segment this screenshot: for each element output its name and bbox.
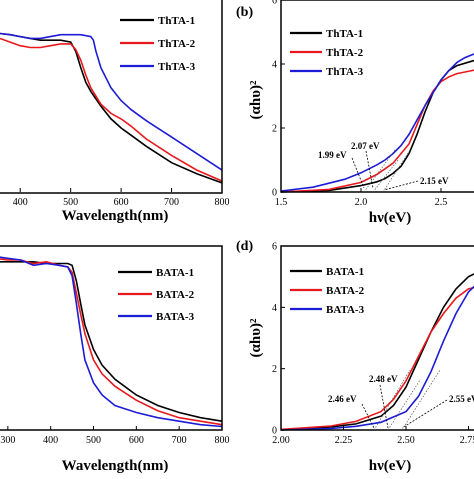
x-tick-label: 2.50 xyxy=(397,435,415,446)
tangent-line xyxy=(372,159,399,193)
y-tick-label: 2 xyxy=(272,364,277,375)
x-tick-label: 2.00 xyxy=(272,435,290,446)
x-tick-label: 1.5 xyxy=(275,197,288,208)
y-tick-label: 4 xyxy=(272,303,277,314)
x-tick-label: 400 xyxy=(43,435,58,446)
panel-a-frame xyxy=(0,0,223,194)
panel-d-legend: BATA-1 BATA-2 BATA-3 xyxy=(290,266,365,316)
annotation-arrow xyxy=(379,384,389,429)
x-tick-label: 600 xyxy=(129,435,144,446)
panel-b-series xyxy=(280,53,474,193)
panel-b-ylabel: (αhυ)² xyxy=(248,80,264,119)
panel-d-ylabel: (αhυ)² xyxy=(248,318,264,357)
panel-b-xlabel: hν(eV) xyxy=(369,210,412,226)
panel-d-label: (d) xyxy=(236,239,253,254)
annotation-arrow xyxy=(351,157,365,189)
x-tick-label: 2.5 xyxy=(435,197,448,208)
y-tick-label: 0 xyxy=(272,188,277,199)
panel-d-series xyxy=(280,273,474,431)
series-line-thta-1 xyxy=(280,59,474,193)
annotation-bata-gap: 2.55 eV xyxy=(449,394,474,404)
legend-label-thta-3: ThTA-3 xyxy=(158,61,196,73)
annotation-thta-gap: 2.15 eV xyxy=(420,176,449,186)
series-line-thta-2 xyxy=(280,69,474,193)
panel-d-frame xyxy=(280,245,474,431)
panel-c-series xyxy=(0,256,223,428)
x-tick-label: 500 xyxy=(86,435,101,446)
panel-c-legend: BATA-1 BATA-2 BATA-3 xyxy=(118,267,195,323)
panel-a-legend: ThTA-1 ThTA-2 ThTA-3 xyxy=(120,15,196,73)
panel-b-annotations: 1.99 eV 2.07 eV 2.15 eV xyxy=(318,141,449,193)
x-tick-label: 2.25 xyxy=(335,435,353,446)
series-line-bata-3 xyxy=(280,285,474,431)
x-tick-label: 2.75 xyxy=(460,435,474,446)
x-tick-label: 500 xyxy=(63,197,78,208)
legend-label-bata-2: BATA-2 xyxy=(156,289,195,301)
annotation-thta-gap: 2.07 eV xyxy=(351,141,380,151)
legend-label-bata-3: BATA-3 xyxy=(156,311,195,323)
panel-b: 1.5 2.0 2.5 0 2 4 6 (b) (αhυ)² hν(eV) ThTA-1 T… xyxy=(236,0,474,226)
series-line-thta-3 xyxy=(0,32,223,171)
legend-label-bata-1: BATA-1 xyxy=(156,267,194,279)
tangent-line xyxy=(373,369,411,431)
x-tick-label: 700 xyxy=(164,197,179,208)
legend-label-thta-1: ThTA-1 xyxy=(326,28,363,40)
legend-label-thta-2: ThTA-2 xyxy=(326,47,364,59)
panel-b-label: (b) xyxy=(236,5,253,20)
series-line-bata-3 xyxy=(0,256,223,428)
panel-a-xlabel: Wavelength(nm) xyxy=(62,208,169,224)
annotation-arrow xyxy=(365,150,374,189)
panel-d: 2.00 2.25 2.50 2.75 0 2 4 6 (d) (αhυ)² hν(eV) B… xyxy=(236,239,474,474)
x-tick-label: 300 xyxy=(0,435,15,446)
panel-d-ticks: 2.00 2.25 2.50 2.75 0 2 4 6 xyxy=(272,242,474,447)
annotation-bata-gap: 2.48 eV xyxy=(369,374,398,384)
y-tick-label: 2 xyxy=(272,124,277,135)
x-tick-label: 800 xyxy=(215,197,230,208)
series-line-thta-2 xyxy=(0,37,223,182)
annotation-arrow xyxy=(383,180,419,191)
y-tick-label: 4 xyxy=(272,60,277,71)
series-line-bata-2 xyxy=(280,286,474,431)
panel-d-annotations: 2.46 eV 2.48 eV 2.55 eV xyxy=(328,369,474,431)
annotation-thta-gap: 1.99 eV xyxy=(318,150,347,160)
annotation-arrow xyxy=(401,399,448,429)
x-tick-label: 600 xyxy=(114,197,129,208)
panel-b-ticks: 1.5 2.0 2.5 0 2 4 6 xyxy=(272,0,447,208)
legend-label-thta-1: ThTA-1 xyxy=(158,15,195,27)
panel-c-ticks: 300 400 500 600 700 800 xyxy=(0,426,230,446)
panel-a-ticks: 400 500 600 700 800 xyxy=(13,188,230,208)
tangent-line xyxy=(382,149,411,193)
x-tick-label: 800 xyxy=(215,435,230,446)
legend-label-thta-2: ThTA-2 xyxy=(158,38,196,50)
series-line-bata-2 xyxy=(0,258,223,426)
legend-label-bata-1: BATA-1 xyxy=(326,266,364,278)
x-tick-label: 2.0 xyxy=(355,197,368,208)
panel-c-xlabel: Wavelength(nm) xyxy=(62,458,169,474)
panel-c: 300 400 500 600 700 800 Wavelength(nm) BATA-1… xyxy=(0,245,230,474)
annotation-bata-gap: 2.46 eV xyxy=(328,394,357,404)
annotation-arrow xyxy=(361,403,375,429)
x-tick-label: 400 xyxy=(13,197,28,208)
panel-b-legend: ThTA-1 ThTA-2 ThTA-3 xyxy=(290,28,364,78)
legend-label-bata-2: BATA-2 xyxy=(326,285,365,297)
legend-label-bata-3: BATA-3 xyxy=(326,304,365,316)
series-line-thta-3 xyxy=(280,53,474,192)
y-tick-label: 6 xyxy=(272,242,277,253)
panel-a-series xyxy=(0,32,223,184)
tangent-line xyxy=(387,379,421,431)
x-tick-label: 700 xyxy=(172,435,187,446)
panel-c-frame xyxy=(0,245,223,431)
legend-label-thta-3: ThTA-3 xyxy=(326,66,364,78)
y-tick-label: 0 xyxy=(272,426,277,437)
series-line-thta-1 xyxy=(0,32,223,184)
y-tick-label: 6 xyxy=(272,0,277,7)
panel-b-frame xyxy=(280,0,474,193)
panel-a: 400 500 600 700 800 Wavelength(nm) ThTA-1 Th… xyxy=(0,0,230,224)
series-line-bata-1 xyxy=(0,261,223,422)
series-line-bata-1 xyxy=(280,273,474,431)
panel-d-xlabel: hν(eV) xyxy=(369,458,412,474)
